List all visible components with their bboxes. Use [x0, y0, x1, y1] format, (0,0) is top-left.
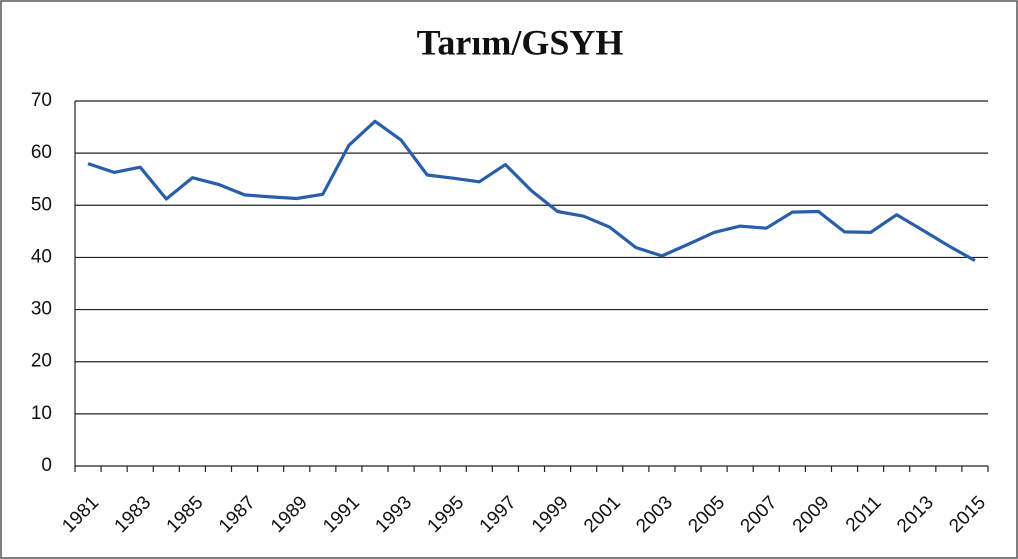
y-tick-label: 30: [31, 299, 52, 320]
y-tick-label: 40: [31, 246, 52, 267]
y-tick-label: 50: [31, 194, 52, 215]
y-tick-label: 0: [41, 455, 52, 476]
y-tick-label: 10: [31, 403, 52, 424]
y-tick-label: 20: [31, 351, 52, 372]
data-line: [87, 119, 976, 262]
chart-title: Tarım/GSYH: [417, 22, 624, 62]
y-tick-label: 60: [31, 142, 52, 163]
y-tick-label: 70: [31, 90, 52, 111]
